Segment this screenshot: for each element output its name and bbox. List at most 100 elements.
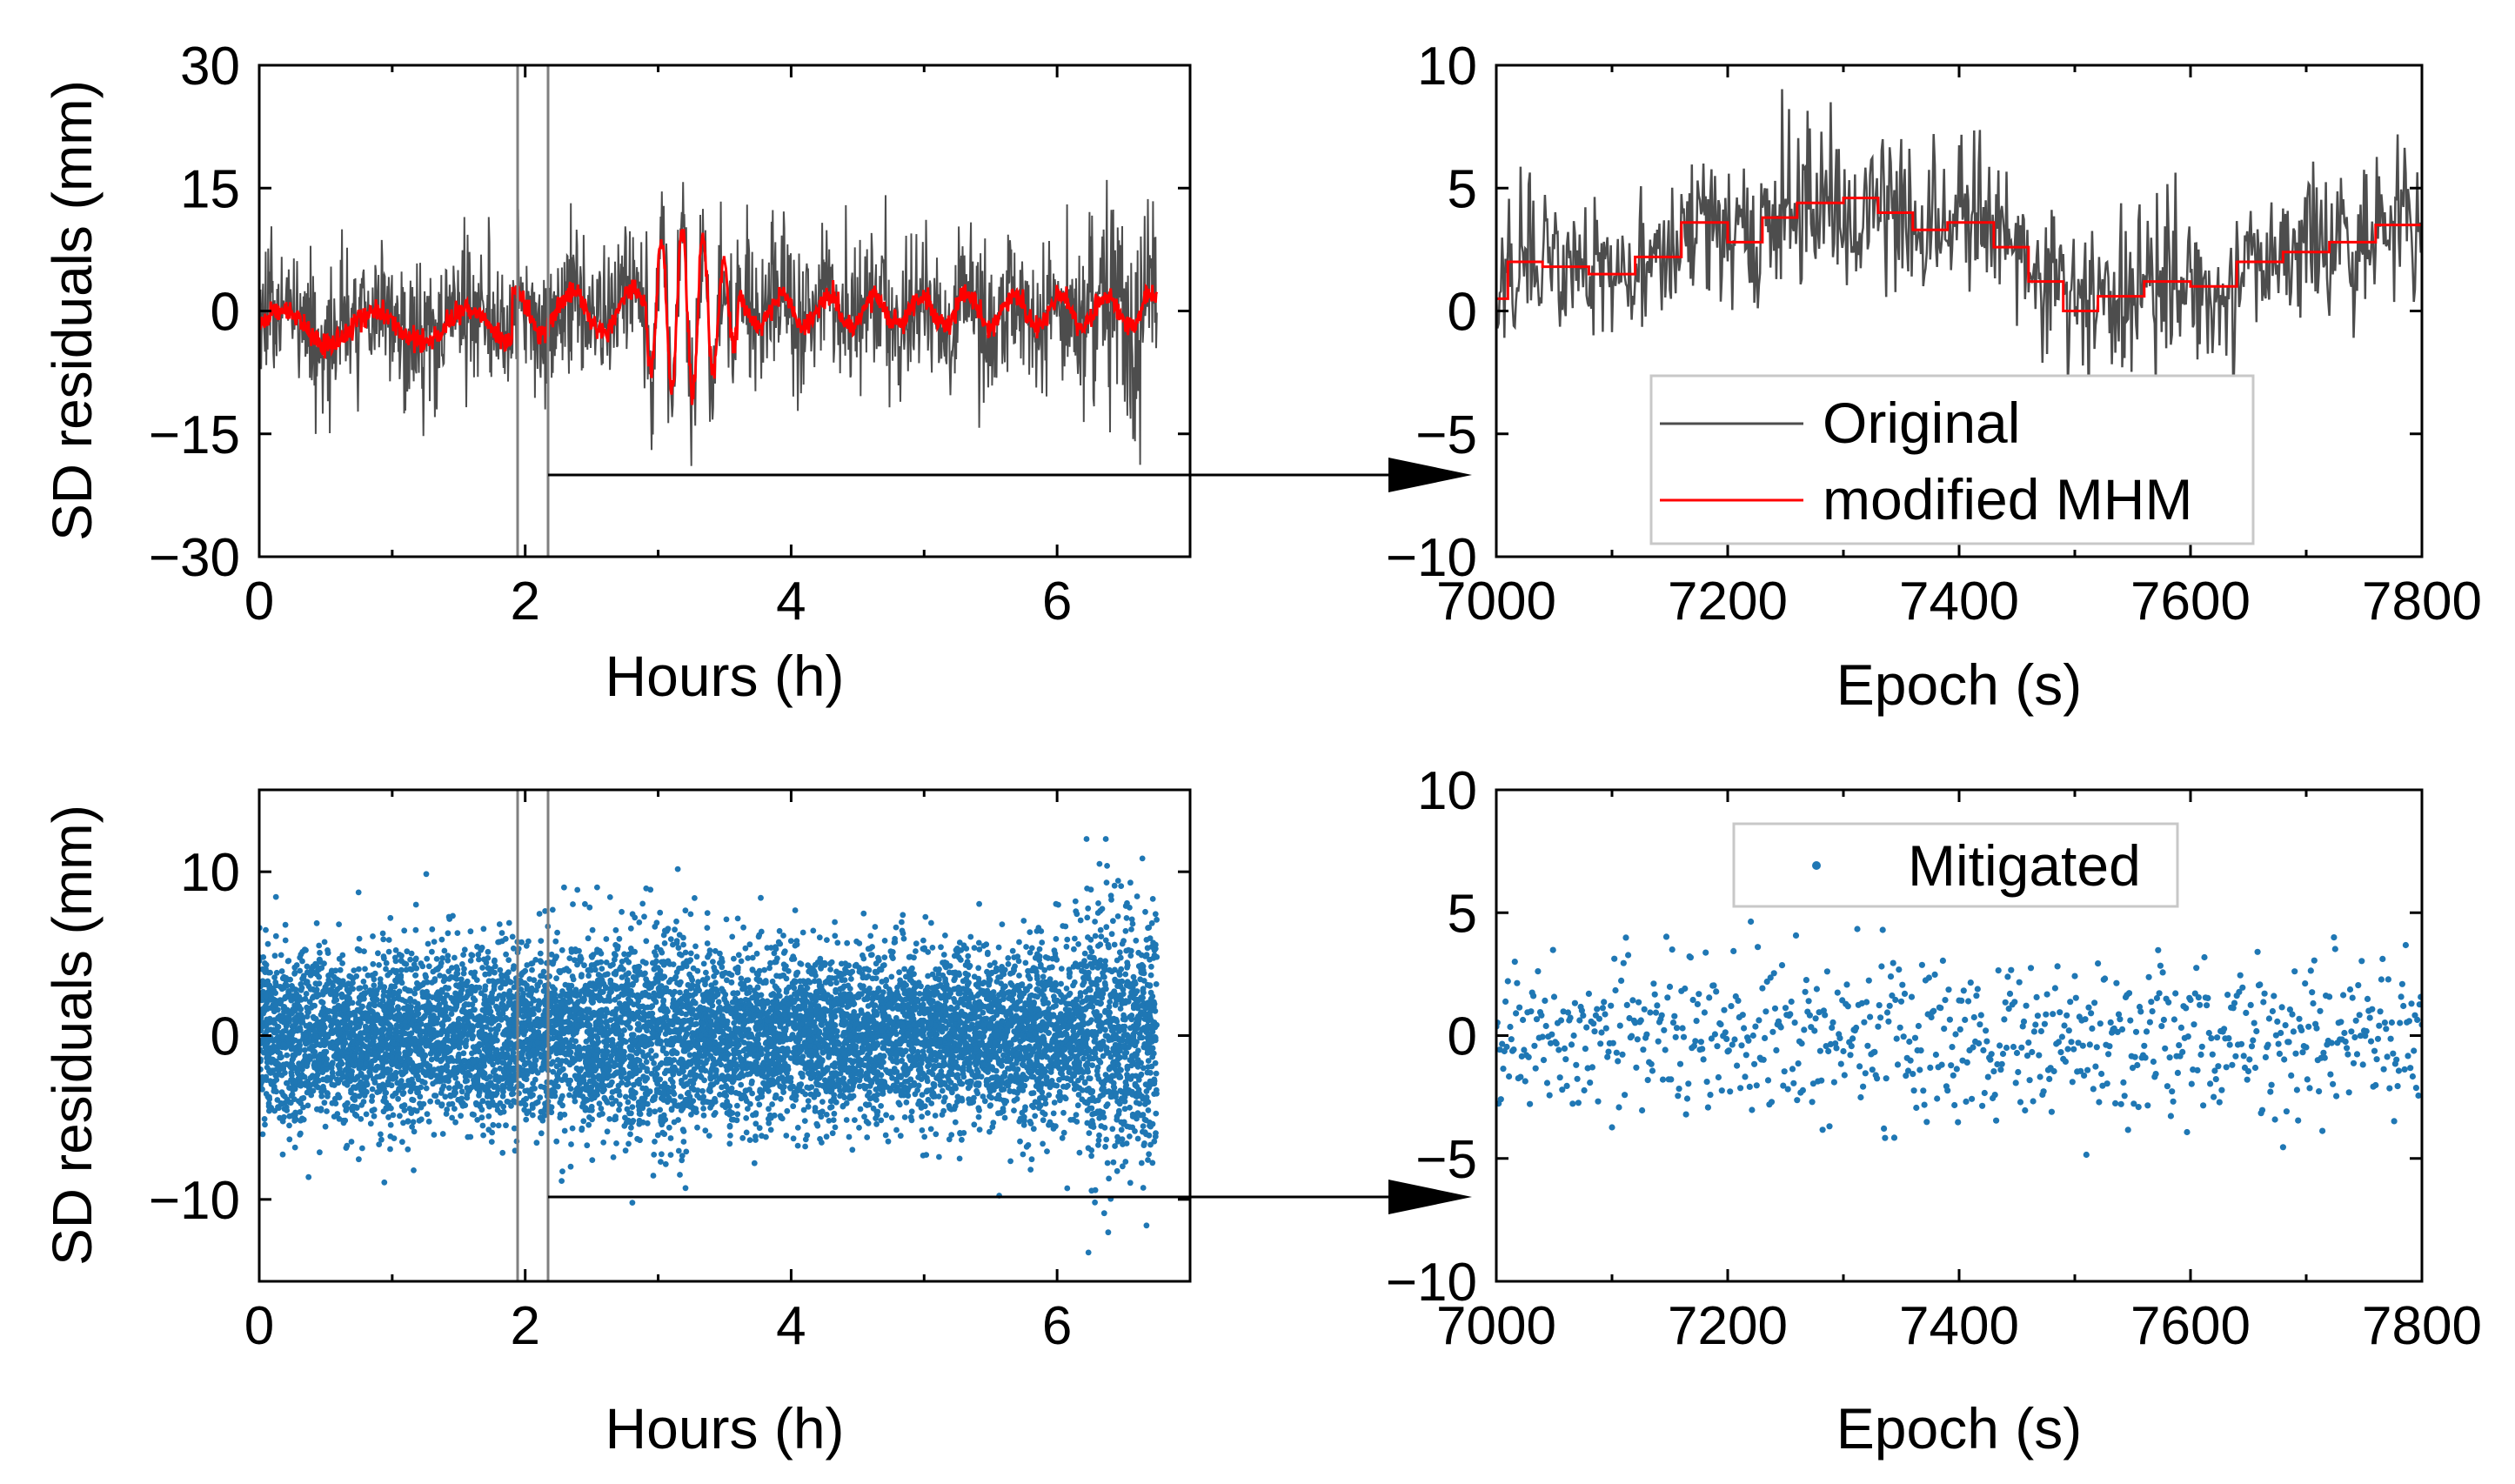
scatter-point: [773, 998, 780, 1005]
scatter-point: [553, 975, 559, 982]
scatter-point: [744, 1071, 751, 1078]
scatter-point: [567, 1163, 574, 1170]
scatter-point: [952, 1103, 959, 1109]
scatter-point: [566, 955, 573, 961]
scatter-point: [1138, 1160, 1145, 1166]
scatter-point: [1114, 1133, 1120, 1140]
scatter-point: [1154, 916, 1160, 923]
scatter-point: [949, 1089, 955, 1096]
scatter-point: [976, 1126, 983, 1133]
scatter-point: [625, 1140, 632, 1147]
scatter-point: [798, 961, 805, 967]
scatter-point: [1030, 1126, 1037, 1133]
scatter-point: [1108, 968, 1115, 975]
scatter-point: [1053, 1082, 1060, 1089]
scatter-point: [405, 1082, 411, 1088]
scatter-point: [619, 908, 625, 915]
scatter-point: [700, 960, 707, 967]
scatter-point: [445, 1085, 452, 1092]
scatter-point: [537, 1094, 544, 1101]
scatter-point: [1011, 954, 1018, 960]
scatter-point: [1016, 973, 1022, 979]
scatter-point: [816, 934, 823, 941]
scatter-point: [572, 1090, 579, 1096]
scatter-point: [794, 1125, 801, 1131]
scatter-point: [651, 1096, 658, 1103]
scatter-point: [383, 966, 389, 973]
scatter-point: [581, 962, 587, 969]
scatter-point: [996, 1002, 1003, 1009]
scatter-point: [920, 1153, 926, 1159]
scatter-point: [974, 1090, 981, 1097]
scatter-point: [976, 999, 983, 1006]
scatter-point: [790, 1103, 797, 1110]
scatter-point: [642, 1090, 649, 1097]
scatter-point: [623, 1039, 629, 1045]
scatter-point: [403, 961, 410, 967]
scatter-point: [425, 963, 432, 970]
scatter-point: [1020, 1122, 1027, 1128]
scatter-point: [680, 1018, 687, 1024]
scatter-point: [1036, 946, 1043, 953]
scatter-point: [1102, 1143, 1108, 1150]
scatter-point: [505, 919, 512, 926]
scatter-point: [445, 953, 451, 959]
scatter-point: [600, 1140, 607, 1146]
scatter-point: [957, 1130, 964, 1137]
y-tick-label: 15: [180, 159, 240, 219]
scatter-point: [675, 1147, 682, 1154]
scatter-point: [1009, 947, 1016, 954]
scatter-point: [830, 1117, 837, 1123]
scatter-point: [271, 953, 278, 959]
scatter-point: [860, 910, 867, 917]
scatter-point: [445, 930, 451, 937]
scatter-point: [694, 1124, 700, 1131]
scatter-point: [356, 986, 362, 992]
scatter-point: [438, 936, 445, 943]
y-tick-label: 10: [1417, 37, 1477, 97]
scatter-point: [939, 1087, 946, 1094]
scatter-point: [1073, 1112, 1080, 1118]
scatter-point: [336, 1115, 343, 1122]
scatter-point: [1072, 1053, 1078, 1060]
scatter-point: [667, 1076, 674, 1083]
scatter-point: [975, 1113, 982, 1120]
scatter-point: [1087, 886, 1094, 893]
scatter-point: [704, 925, 711, 931]
scatter-point: [630, 973, 637, 980]
scatter-point: [365, 972, 371, 979]
plot-area-top-left: [259, 179, 1159, 466]
scatter-point: [336, 921, 342, 927]
scatter-point: [568, 1141, 574, 1147]
scatter-point: [449, 1114, 455, 1121]
scatter-point: [1137, 976, 1144, 983]
scatter-point: [363, 1111, 370, 1118]
scatter-point: [305, 1173, 312, 1180]
scatter-point: [1104, 1160, 1111, 1166]
scatter-point: [919, 1113, 925, 1120]
plot-area-top-right: [1496, 89, 2422, 416]
scatter-point: [1039, 939, 1046, 946]
scatter-point: [959, 1136, 965, 1143]
scatter-point: [561, 884, 567, 891]
scatter-point: [653, 944, 660, 951]
scatter-point: [948, 1132, 955, 1138]
scatter-point: [783, 1133, 790, 1139]
scatter-point: [465, 1133, 472, 1140]
scatter-point: [1120, 1163, 1126, 1170]
scatter-point: [1049, 964, 1055, 971]
scatter-point: [596, 1112, 603, 1118]
scatter-point: [701, 1077, 707, 1084]
scatter-point: [1042, 954, 1049, 960]
scatter-point: [439, 955, 445, 961]
scatter-point: [1114, 1138, 1121, 1145]
scatter-point: [1129, 920, 1136, 927]
scatter-point: [376, 1141, 383, 1147]
scatter-point: [712, 947, 719, 954]
x-axis-label: Epoch (s): [1836, 652, 2082, 717]
scatter-point: [988, 1094, 995, 1101]
scatter-point: [961, 1001, 967, 1008]
scatter-point: [1103, 924, 1110, 931]
scatter-point: [263, 1091, 270, 1097]
